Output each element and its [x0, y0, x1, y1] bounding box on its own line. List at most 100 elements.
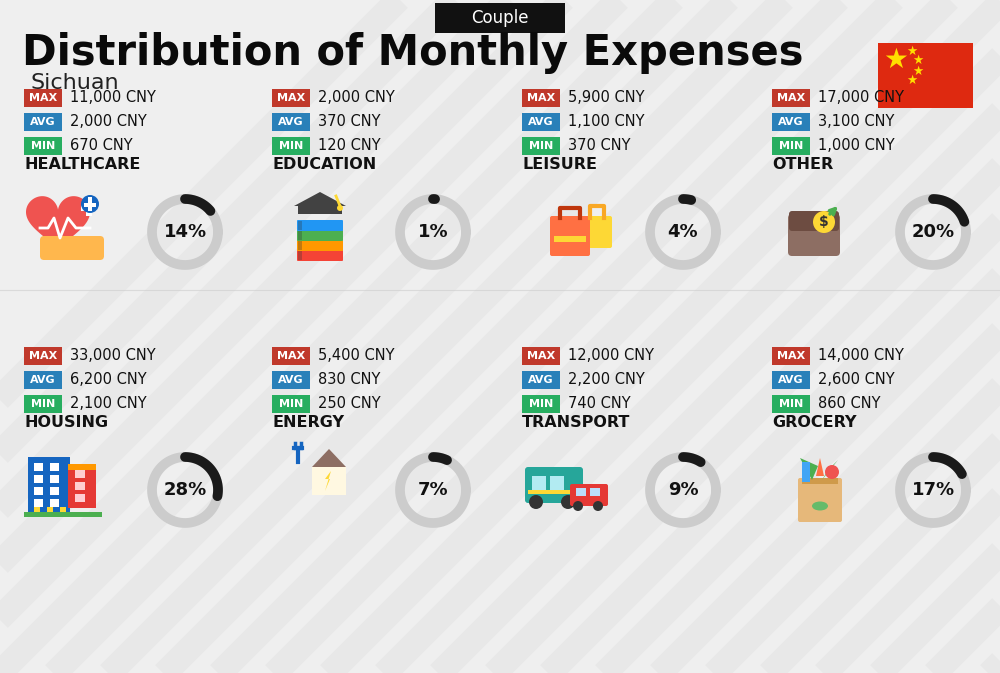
Text: 6,200 CNY: 6,200 CNY — [70, 372, 147, 388]
Text: MIN: MIN — [279, 141, 303, 151]
Bar — [272, 347, 310, 365]
Bar — [550, 476, 564, 490]
Circle shape — [573, 501, 583, 511]
Text: 120 CNY: 120 CNY — [318, 139, 381, 153]
Text: 14%: 14% — [163, 223, 207, 241]
Text: Sichuan: Sichuan — [30, 73, 119, 93]
Text: ★: ★ — [884, 46, 908, 74]
Bar — [272, 113, 310, 131]
FancyBboxPatch shape — [550, 216, 590, 256]
Bar — [50, 463, 59, 471]
Text: OTHER: OTHER — [772, 157, 833, 172]
Text: 2,100 CNY: 2,100 CNY — [70, 396, 147, 411]
Text: 28%: 28% — [163, 481, 207, 499]
FancyBboxPatch shape — [789, 211, 839, 231]
Bar — [34, 507, 40, 515]
Text: AVG: AVG — [278, 117, 304, 127]
Bar — [34, 463, 43, 471]
Bar — [435, 3, 565, 33]
Text: MAX: MAX — [29, 351, 57, 361]
Text: 4%: 4% — [668, 223, 698, 241]
Bar — [60, 507, 66, 515]
Text: ★: ★ — [906, 44, 918, 57]
Text: 860 CNY: 860 CNY — [818, 396, 881, 411]
Text: 1,100 CNY: 1,100 CNY — [568, 114, 644, 129]
Text: 2,000 CNY: 2,000 CNY — [70, 114, 147, 129]
Bar — [522, 113, 560, 131]
Bar — [522, 347, 560, 365]
FancyBboxPatch shape — [798, 478, 842, 522]
Circle shape — [593, 501, 603, 511]
Circle shape — [529, 495, 543, 509]
Text: MAX: MAX — [527, 93, 555, 103]
Bar — [576, 488, 586, 496]
Bar — [522, 137, 560, 155]
Circle shape — [561, 495, 575, 509]
Text: AVG: AVG — [528, 375, 554, 385]
Bar — [24, 89, 62, 107]
Text: MIN: MIN — [529, 399, 553, 409]
Text: 740 CNY: 740 CNY — [568, 396, 631, 411]
Bar — [88, 197, 92, 211]
Polygon shape — [312, 449, 346, 467]
Text: Couple: Couple — [471, 9, 529, 27]
Bar — [86, 202, 92, 216]
Bar — [298, 231, 302, 240]
Bar — [34, 499, 43, 507]
Text: AVG: AVG — [30, 117, 56, 127]
Text: MAX: MAX — [527, 351, 555, 361]
Bar — [68, 464, 96, 508]
Bar — [28, 457, 70, 515]
Text: 20%: 20% — [911, 223, 955, 241]
Text: MIN: MIN — [31, 399, 55, 409]
Bar — [802, 478, 838, 484]
Text: MAX: MAX — [777, 93, 805, 103]
Text: 17,000 CNY: 17,000 CNY — [818, 90, 904, 106]
Text: Distribution of Monthly Expenses: Distribution of Monthly Expenses — [22, 32, 804, 74]
Text: 12,000 CNY: 12,000 CNY — [568, 349, 654, 363]
Text: GROCERY: GROCERY — [772, 415, 856, 430]
Bar — [272, 137, 310, 155]
Text: HOUSING: HOUSING — [24, 415, 108, 430]
Bar — [24, 512, 102, 517]
Bar — [24, 395, 62, 413]
Bar — [81, 205, 97, 211]
Polygon shape — [816, 458, 824, 476]
Bar — [312, 467, 346, 495]
FancyBboxPatch shape — [582, 216, 612, 248]
Text: EDUCATION: EDUCATION — [272, 157, 376, 172]
Circle shape — [813, 211, 835, 233]
Text: MIN: MIN — [279, 399, 303, 409]
Polygon shape — [325, 471, 331, 491]
Bar — [24, 347, 62, 365]
Bar — [272, 395, 310, 413]
Text: 370 CNY: 370 CNY — [568, 139, 631, 153]
Bar — [47, 507, 53, 515]
Bar — [24, 137, 62, 155]
Text: MIN: MIN — [779, 141, 803, 151]
Text: MIN: MIN — [779, 399, 803, 409]
Text: $: $ — [819, 215, 829, 229]
Text: MAX: MAX — [277, 351, 305, 361]
Circle shape — [81, 195, 99, 213]
Text: MAX: MAX — [777, 351, 805, 361]
Text: MIN: MIN — [529, 141, 553, 151]
FancyBboxPatch shape — [525, 467, 583, 503]
Text: 1%: 1% — [418, 223, 448, 241]
Bar — [50, 487, 59, 495]
Text: HEALTHCARE: HEALTHCARE — [24, 157, 140, 172]
Text: AVG: AVG — [278, 375, 304, 385]
Polygon shape — [294, 192, 346, 206]
Text: TRANSPORT: TRANSPORT — [522, 415, 630, 430]
Text: 3,100 CNY: 3,100 CNY — [818, 114, 894, 129]
Text: 250 CNY: 250 CNY — [318, 396, 381, 411]
FancyBboxPatch shape — [788, 214, 840, 256]
Bar — [298, 221, 302, 230]
Bar — [34, 475, 43, 483]
Bar — [75, 482, 85, 490]
Text: 7%: 7% — [418, 481, 448, 499]
Bar — [68, 464, 96, 470]
Bar — [272, 371, 310, 389]
Text: 670 CNY: 670 CNY — [70, 139, 133, 153]
Text: MAX: MAX — [29, 93, 57, 103]
